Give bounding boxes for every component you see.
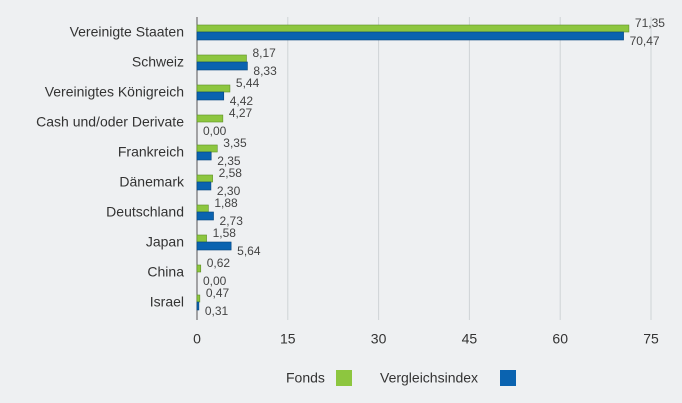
x-tick-label: 30 bbox=[371, 331, 387, 347]
value-label: 8,17 bbox=[252, 46, 276, 60]
legend-swatch bbox=[336, 370, 352, 386]
value-label: 3,35 bbox=[223, 136, 247, 150]
x-tick-label: 15 bbox=[280, 331, 296, 347]
bar bbox=[196, 61, 248, 71]
y-tick-label: Japan bbox=[146, 234, 184, 250]
bar bbox=[196, 234, 207, 243]
y-tick-label: Vereinigtes Königreich bbox=[45, 84, 184, 100]
bar bbox=[196, 91, 225, 101]
y-tick-label: Israel bbox=[150, 294, 184, 310]
value-label: 70,47 bbox=[630, 34, 660, 48]
value-label: 0,00 bbox=[203, 124, 227, 138]
bar bbox=[196, 84, 231, 93]
x-tick-label: 0 bbox=[193, 331, 201, 347]
bar bbox=[196, 181, 212, 191]
value-label: 4,42 bbox=[230, 94, 254, 108]
legend-label: Vergleichsindex bbox=[380, 370, 478, 386]
value-label: 4,27 bbox=[229, 106, 253, 120]
value-label: 1,58 bbox=[213, 226, 237, 240]
bar bbox=[196, 264, 202, 273]
value-label: 0,62 bbox=[207, 256, 231, 270]
bar bbox=[196, 301, 200, 311]
legend-label: Fonds bbox=[286, 370, 325, 386]
x-tick-label: 75 bbox=[643, 331, 659, 347]
value-label: 2,73 bbox=[220, 214, 244, 228]
y-tick-label: Dänemark bbox=[119, 174, 185, 190]
y-tick-label: Vereinigte Staaten bbox=[70, 24, 184, 40]
bar bbox=[196, 151, 212, 161]
bar bbox=[196, 24, 630, 33]
y-tick-label: China bbox=[147, 264, 184, 280]
bar bbox=[196, 294, 201, 303]
y-tick-label: Deutschland bbox=[106, 204, 184, 220]
bar bbox=[196, 211, 214, 221]
bar bbox=[196, 114, 224, 123]
value-label: 0,00 bbox=[203, 274, 227, 288]
value-label: 5,44 bbox=[236, 76, 260, 90]
bar bbox=[196, 204, 209, 213]
bar bbox=[196, 241, 232, 251]
y-tick-label: Frankreich bbox=[118, 144, 184, 160]
bar bbox=[196, 174, 213, 183]
value-label: 2,58 bbox=[219, 166, 243, 180]
bar bbox=[196, 54, 247, 63]
y-tick-label: Cash und/oder Derivate bbox=[36, 114, 184, 130]
value-label: 1,88 bbox=[214, 196, 238, 210]
value-label: 2,35 bbox=[217, 154, 241, 168]
value-label: 0,47 bbox=[206, 286, 230, 300]
bar bbox=[196, 31, 624, 41]
value-label: 71,35 bbox=[635, 16, 665, 30]
x-tick-label: 45 bbox=[462, 331, 478, 347]
value-label: 2,30 bbox=[217, 184, 241, 198]
value-label: 8,33 bbox=[253, 64, 277, 78]
value-label: 5,64 bbox=[237, 244, 261, 258]
bar bbox=[196, 144, 218, 153]
x-tick-label: 60 bbox=[552, 331, 568, 347]
y-tick-label: Schweiz bbox=[132, 54, 184, 70]
value-label: 0,31 bbox=[205, 304, 229, 318]
legend-swatch bbox=[500, 370, 516, 386]
